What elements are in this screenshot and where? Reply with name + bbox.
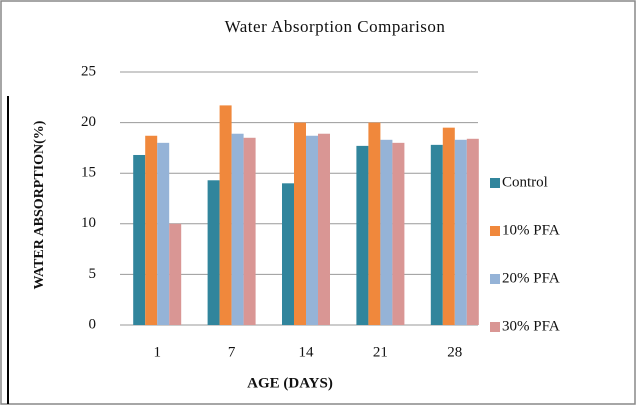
- legend-swatch: [490, 322, 500, 332]
- chart-title: Water Absorption Comparison: [225, 17, 446, 36]
- bar: [430, 144, 443, 325]
- y-axis-label: WATER ABSORPTION(%): [32, 120, 47, 289]
- bar: [356, 145, 369, 325]
- x-axis-label: AGE (DAYS): [247, 375, 333, 391]
- bar: [231, 133, 244, 325]
- legend-swatch: [490, 178, 500, 188]
- bar: [133, 154, 146, 325]
- x-tick-label: 7: [228, 344, 236, 360]
- bar: [454, 139, 467, 325]
- bar: [219, 105, 232, 326]
- y-tick-label: 5: [89, 266, 97, 282]
- bar: [243, 137, 256, 325]
- bar: [466, 138, 479, 325]
- bar: [442, 127, 455, 325]
- legend-label: Control: [502, 174, 548, 190]
- bar: [368, 122, 381, 325]
- x-tick-label: 1: [153, 344, 161, 360]
- legend-label: 10% PFA: [502, 222, 560, 238]
- bar: [318, 133, 330, 325]
- bar: [392, 142, 405, 325]
- legend-label: 20% PFA: [502, 270, 560, 286]
- y-tick-label: 0: [89, 316, 97, 332]
- legend-swatch: [490, 226, 500, 236]
- bar: [207, 180, 220, 325]
- y-tick-label: 25: [81, 63, 96, 79]
- x-tick-label: 21: [373, 344, 388, 360]
- bar: [282, 183, 294, 325]
- x-tick-label: 28: [447, 344, 462, 360]
- bar: [157, 142, 170, 325]
- legend-label: 30% PFA: [502, 318, 560, 334]
- bar: [380, 139, 393, 325]
- y-tick-label: 20: [81, 114, 96, 130]
- bar: [306, 135, 318, 325]
- legend-swatch: [490, 274, 500, 284]
- bar: [145, 135, 158, 325]
- y-tick-label: 10: [81, 215, 96, 231]
- bar: [169, 223, 182, 325]
- bar: [294, 122, 306, 325]
- x-tick-label: 14: [299, 344, 315, 360]
- y-tick-label: 15: [81, 165, 96, 181]
